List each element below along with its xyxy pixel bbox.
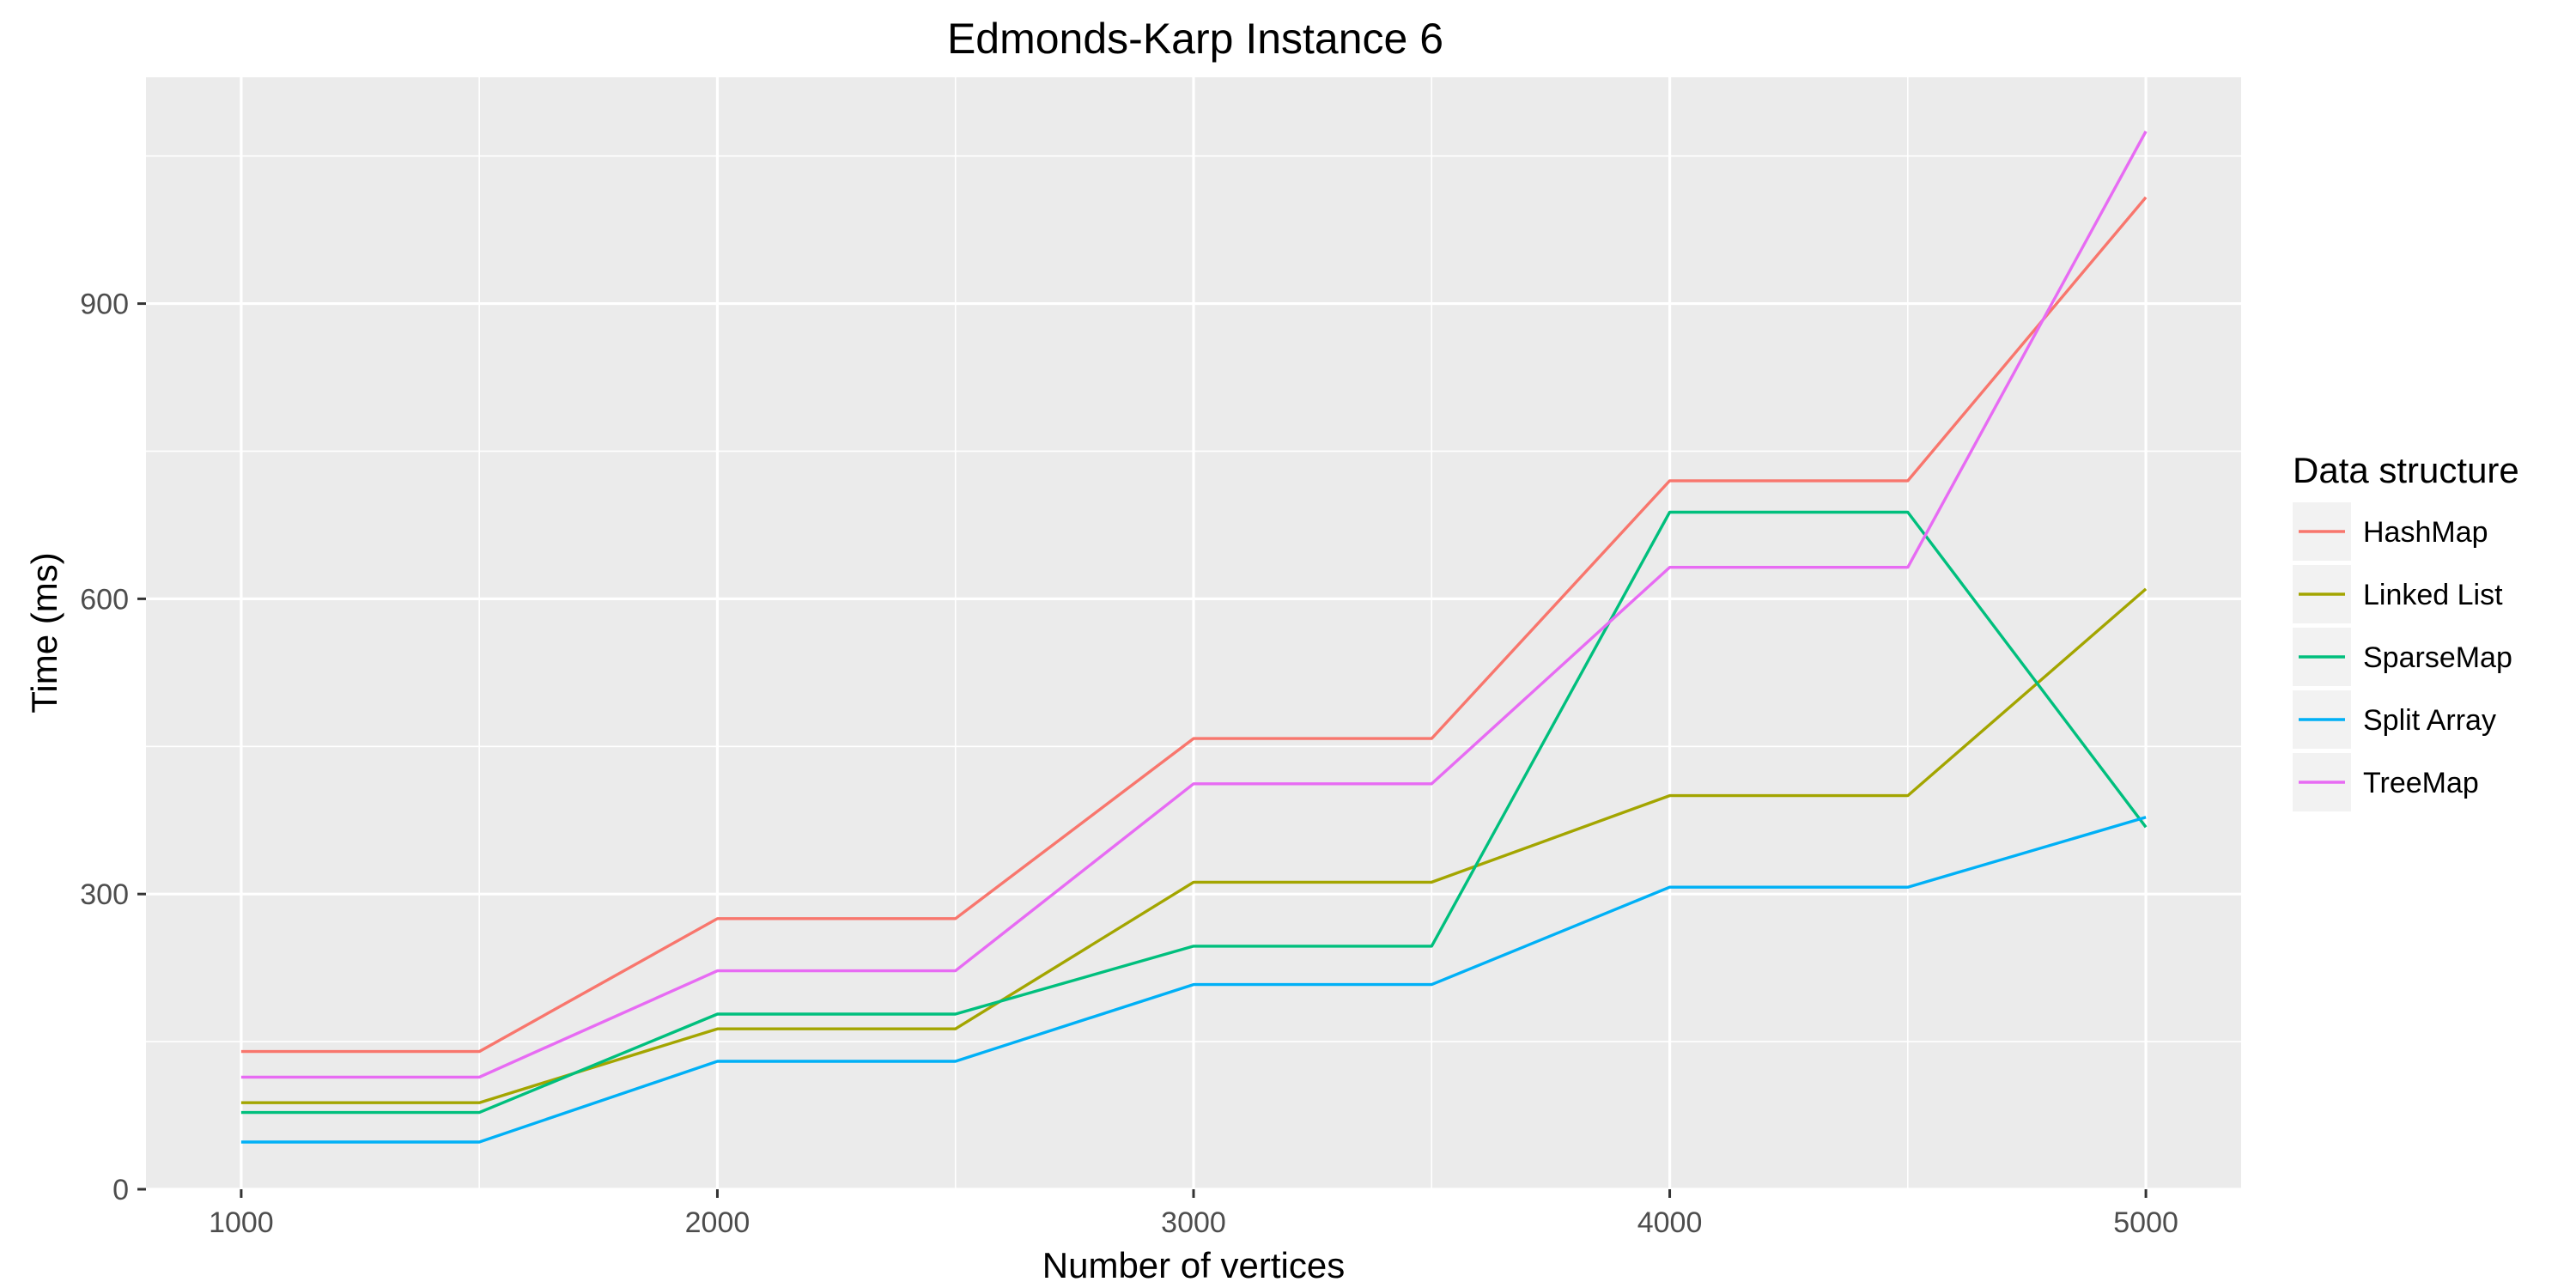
series-line-treemap: [240, 131, 2148, 1079]
x-tick-label: 3000: [1161, 1206, 1226, 1239]
x-axis: 1000 2000 3000 4000 5000: [209, 1189, 2178, 1239]
y-axis-title: Time (ms): [24, 552, 64, 713]
x-axis-title: Number of vertices: [1042, 1245, 1345, 1285]
legend-label: Split Array: [2363, 704, 2496, 737]
legend-label: HashMap: [2363, 516, 2488, 549]
series-line-hashmap: [240, 196, 2148, 1054]
series-line-split-array: [240, 816, 2147, 1144]
y-tick-label: 600: [80, 583, 129, 616]
legend-title: Data structure: [2293, 450, 2519, 490]
legend-item-linked-list: Linked List: [2293, 565, 2503, 623]
legend-label: Linked List: [2363, 579, 2503, 611]
series-line-linked-list: [240, 587, 2148, 1104]
x-tick-label: 5000: [2113, 1206, 2178, 1239]
y-tick-label: 300: [80, 878, 129, 911]
legend-item-treemap: TreeMap: [2293, 753, 2479, 811]
y-axis: 0 300 600 900: [80, 289, 146, 1206]
series-line-sparsemap: [240, 510, 2148, 1115]
x-tick-label: 4000: [1637, 1206, 1703, 1239]
legend: Data structure HashMap Linked List SparseM…: [2293, 450, 2519, 811]
legend-item-split-array: Split Array: [2293, 690, 2496, 749]
legend-item-hashmap: HashMap: [2293, 502, 2488, 561]
series-lines: [240, 131, 2148, 1144]
legend-items: HashMap Linked List SparseMap Split Array Tr…: [2293, 502, 2512, 811]
chart-title: Edmonds-Karp Instance 6: [947, 15, 1443, 63]
y-tick-label: 900: [80, 289, 129, 321]
y-tick-label: 0: [112, 1174, 129, 1206]
legend-label: SparseMap: [2363, 641, 2512, 674]
legend-label: TreeMap: [2363, 767, 2479, 799]
legend-item-sparsemap: SparseMap: [2293, 628, 2512, 686]
x-tick-label: 2000: [685, 1206, 750, 1239]
x-tick-label: 1000: [209, 1206, 274, 1239]
